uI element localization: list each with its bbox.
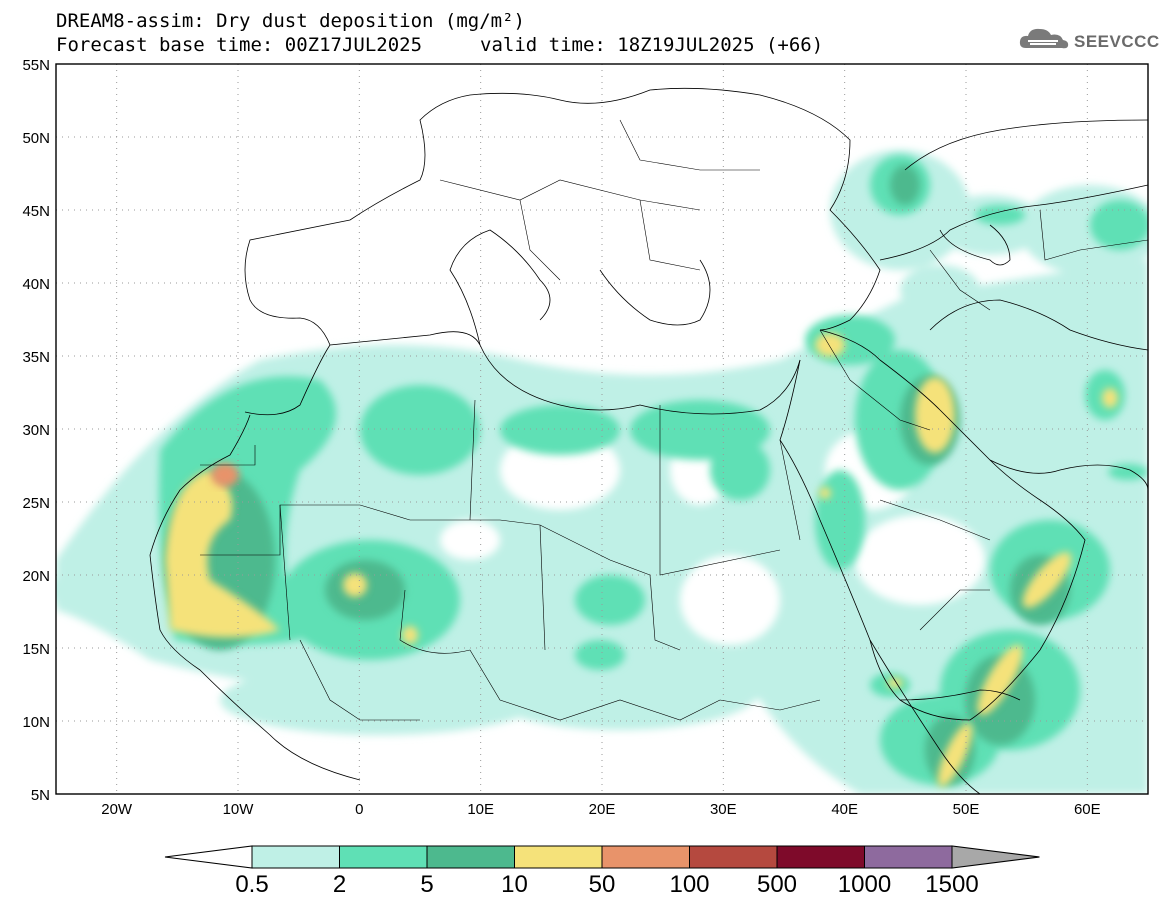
forecast-base-time: Forecast base time: 00Z17JUL2025 [56, 34, 423, 56]
lon-tick-label: 10E [467, 801, 494, 818]
latitude-labels: 55N 50N 45N 40N 35N 30N 25N 20N 15N 10N 5N [22, 57, 50, 804]
map-frame [55, 63, 1149, 795]
colorbar-label: 2 [333, 871, 346, 898]
lat-tick-label: 30N [22, 422, 50, 439]
colorbar-segment [864, 845, 953, 869]
colorbar-label: 5 [420, 871, 433, 898]
lon-tick-label: 20W [101, 801, 133, 818]
lat-tick-label: 55N [22, 57, 50, 74]
colorbar-segment [689, 845, 778, 869]
lon-tick-label: 40E [831, 801, 858, 818]
lat-tick-label: 20N [22, 568, 50, 585]
colorbar-under-arrow [164, 845, 253, 869]
colorbar-segment [514, 845, 603, 869]
cloud-icon [1018, 26, 1070, 57]
colorbar-label: 10 [501, 871, 528, 898]
colorbar-segment [776, 845, 865, 869]
colorbar-label: 1500 [925, 871, 978, 898]
dust-field [56, 150, 1148, 794]
colorbar-segment [251, 845, 340, 869]
lat-tick-label: 50N [22, 130, 50, 147]
colorbar-segment [339, 845, 428, 869]
longitude-labels: 20W 10W 0 10E 20E 30E 40E 50E 60E [101, 801, 1100, 818]
lon-tick-label: 0 [355, 801, 363, 818]
coastlines [149, 87, 1149, 795]
colorbar-label: 500 [757, 871, 797, 898]
lat-tick-label: 35N [22, 349, 50, 366]
colorbar-label: 100 [669, 871, 709, 898]
lat-tick-label: 40N [22, 276, 50, 293]
lon-tick-label: 50E [953, 801, 980, 818]
colorbar-label: 50 [589, 871, 616, 898]
valid-time: valid time: 18Z19JUL2025 (+66) [480, 34, 824, 56]
colorbar-segment [601, 845, 690, 869]
lat-tick-label: 45N [22, 203, 50, 220]
graticule [56, 64, 1148, 794]
colorbar-over-arrow [951, 845, 1040, 869]
colorbar-label: 1000 [838, 871, 891, 898]
lon-tick-label: 30E [710, 801, 737, 818]
colorbar-segment [426, 845, 515, 869]
lon-tick-label: 60E [1074, 801, 1101, 818]
map-title: DREAM8-assim: Dry dust deposition (mg/m²… [56, 10, 525, 32]
lat-tick-label: 5N [31, 787, 50, 804]
colorbar-label: 0.5 [235, 871, 268, 898]
lon-tick-label: 20E [589, 801, 616, 818]
seevccc-logo: SEEVCCC [1018, 26, 1160, 57]
country-borders [200, 119, 1149, 721]
lat-tick-label: 10N [22, 714, 50, 731]
colorbar: 0.5 2 5 10 50 100 500 1000 1500 [164, 845, 1040, 898]
logo-text: SEEVCCC [1074, 31, 1160, 51]
lat-tick-label: 15N [22, 641, 50, 658]
lat-tick-label: 25N [22, 495, 50, 512]
lon-tick-label: 10W [223, 801, 255, 818]
